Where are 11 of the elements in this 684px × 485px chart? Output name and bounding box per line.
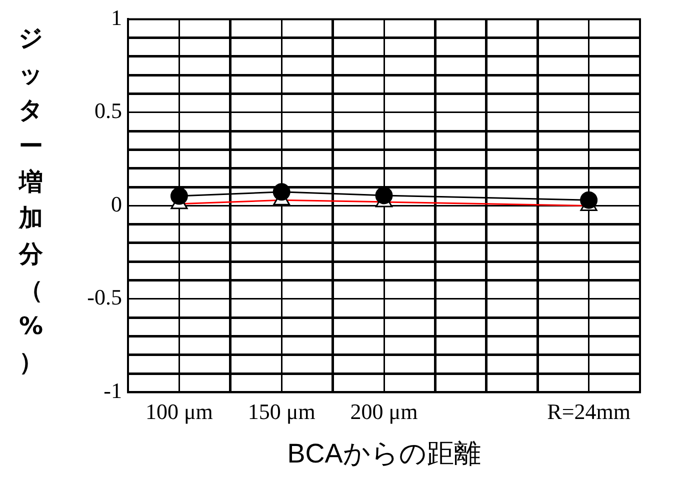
x-tick-label: 150 μm xyxy=(248,399,316,424)
y-tick-label: 0 xyxy=(111,191,122,216)
text: ジッター増加分（%） xyxy=(18,24,44,376)
x-tick-label: 200 μm xyxy=(350,399,418,424)
x-tick-label: 100 μm xyxy=(145,399,213,424)
y-tick-label: 1 xyxy=(111,4,122,30)
y-tick-label: 0.5 xyxy=(94,98,122,124)
y-tick-label: -0.5 xyxy=(87,284,122,310)
y-tick-label: -1 xyxy=(104,378,122,403)
x-axis-title: BCAからの距離 xyxy=(287,438,481,468)
x-tick-label: R=24mm xyxy=(547,399,630,424)
